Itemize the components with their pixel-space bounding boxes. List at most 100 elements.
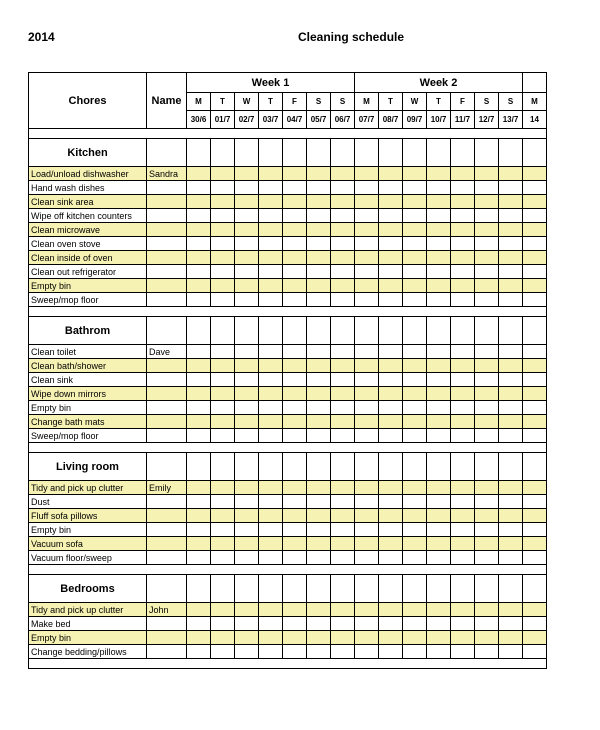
schedule-cell[interactable] [235,293,259,307]
schedule-cell[interactable] [427,617,451,631]
schedule-cell[interactable] [403,401,427,415]
schedule-cell[interactable] [307,631,331,645]
schedule-cell[interactable] [331,251,355,265]
schedule-cell[interactable] [451,481,475,495]
schedule-cell[interactable] [427,359,451,373]
schedule-cell[interactable] [475,523,499,537]
schedule-cell[interactable] [403,167,427,181]
schedule-cell[interactable] [499,195,523,209]
schedule-cell[interactable] [235,631,259,645]
schedule-cell[interactable] [211,237,235,251]
schedule-cell[interactable] [403,415,427,429]
schedule-cell[interactable] [355,509,379,523]
schedule-cell[interactable] [427,429,451,443]
schedule-cell[interactable] [475,237,499,251]
schedule-cell[interactable] [283,265,307,279]
schedule-cell[interactable] [355,209,379,223]
schedule-cell[interactable] [451,209,475,223]
schedule-cell[interactable] [427,209,451,223]
schedule-cell[interactable] [523,181,547,195]
schedule-cell[interactable] [259,359,283,373]
schedule-cell[interactable] [187,631,211,645]
schedule-cell[interactable] [499,429,523,443]
schedule-cell[interactable] [235,617,259,631]
schedule-cell[interactable] [379,617,403,631]
schedule-cell[interactable] [355,631,379,645]
schedule-cell[interactable] [475,645,499,659]
schedule-cell[interactable] [259,415,283,429]
schedule-cell[interactable] [331,401,355,415]
schedule-cell[interactable] [499,265,523,279]
schedule-cell[interactable] [283,251,307,265]
schedule-cell[interactable] [259,537,283,551]
schedule-cell[interactable] [451,429,475,443]
schedule-cell[interactable] [331,237,355,251]
schedule-cell[interactable] [379,645,403,659]
schedule-cell[interactable] [523,167,547,181]
schedule-cell[interactable] [331,617,355,631]
schedule-cell[interactable] [235,359,259,373]
schedule-cell[interactable] [403,495,427,509]
schedule-cell[interactable] [451,237,475,251]
schedule-cell[interactable] [187,345,211,359]
schedule-cell[interactable] [475,551,499,565]
schedule-cell[interactable] [283,415,307,429]
schedule-cell[interactable] [499,509,523,523]
schedule-cell[interactable] [235,279,259,293]
schedule-cell[interactable] [427,551,451,565]
schedule-cell[interactable] [307,523,331,537]
schedule-cell[interactable] [427,523,451,537]
schedule-cell[interactable] [379,251,403,265]
schedule-cell[interactable] [283,523,307,537]
schedule-cell[interactable] [331,523,355,537]
schedule-cell[interactable] [283,603,307,617]
schedule-cell[interactable] [211,495,235,509]
schedule-cell[interactable] [259,551,283,565]
schedule-cell[interactable] [187,551,211,565]
schedule-cell[interactable] [523,265,547,279]
schedule-cell[interactable] [259,631,283,645]
schedule-cell[interactable] [451,223,475,237]
schedule-cell[interactable] [475,293,499,307]
schedule-cell[interactable] [451,523,475,537]
schedule-cell[interactable] [499,387,523,401]
schedule-cell[interactable] [331,293,355,307]
schedule-cell[interactable] [307,195,331,209]
schedule-cell[interactable] [475,631,499,645]
schedule-cell[interactable] [307,251,331,265]
schedule-cell[interactable] [211,481,235,495]
schedule-cell[interactable] [403,251,427,265]
schedule-cell[interactable] [475,223,499,237]
schedule-cell[interactable] [355,223,379,237]
schedule-cell[interactable] [259,481,283,495]
schedule-cell[interactable] [355,495,379,509]
schedule-cell[interactable] [331,631,355,645]
schedule-cell[interactable] [475,617,499,631]
schedule-cell[interactable] [211,181,235,195]
schedule-cell[interactable] [259,603,283,617]
schedule-cell[interactable] [187,509,211,523]
schedule-cell[interactable] [379,495,403,509]
schedule-cell[interactable] [451,401,475,415]
schedule-cell[interactable] [355,645,379,659]
schedule-cell[interactable] [379,481,403,495]
schedule-cell[interactable] [355,603,379,617]
schedule-cell[interactable] [283,345,307,359]
schedule-cell[interactable] [499,181,523,195]
schedule-cell[interactable] [283,387,307,401]
schedule-cell[interactable] [427,223,451,237]
schedule-cell[interactable] [427,631,451,645]
schedule-cell[interactable] [523,617,547,631]
schedule-cell[interactable] [379,401,403,415]
schedule-cell[interactable] [355,481,379,495]
schedule-cell[interactable] [523,359,547,373]
schedule-cell[interactable] [235,387,259,401]
schedule-cell[interactable] [379,509,403,523]
schedule-cell[interactable] [523,373,547,387]
schedule-cell[interactable] [451,293,475,307]
schedule-cell[interactable] [499,415,523,429]
schedule-cell[interactable] [307,237,331,251]
schedule-cell[interactable] [211,645,235,659]
schedule-cell[interactable] [259,251,283,265]
schedule-cell[interactable] [331,429,355,443]
